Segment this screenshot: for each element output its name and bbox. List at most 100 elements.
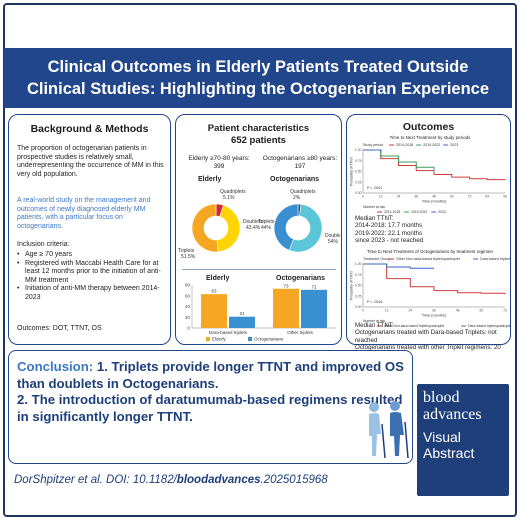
km-legend-label: Dara-based triplet/quadruplet [480,257,511,261]
background-para-2: A real-world study on the management and… [17,197,151,230]
km-y-tick: 0.75 [355,273,362,277]
patient-total: 652 patients [231,135,286,146]
bar-value-label: 73 [283,283,289,288]
km-y-tick: 1.00 [355,262,362,266]
km-risk-series: Other Non-dara-based triplet/quadruplet [384,324,444,328]
donut-slice-pct: 43.4% [246,225,261,231]
octo-count: 197 [294,163,306,170]
km-y-tick: 0.25 [355,294,362,298]
km-title: Time to Next Treatment by study periods [390,135,472,140]
background-heading: Background & Methods [30,123,149,135]
median-label: Median TTNT: [355,215,394,222]
logo-line-3: Visual [423,429,461,445]
donut-slice [191,203,219,253]
km-title: Time to Next Treatment of Octogenarians … [367,249,494,254]
km-x-tick: 72 [468,195,472,199]
donut-slice-pct: 54% [328,239,339,245]
median-line: since 2023 - not reached [355,237,424,245]
bar-value-label: 63 [211,289,217,294]
bar [301,289,327,328]
km-risk-label: Number at risk [363,205,385,209]
inclusion-list: Age ≥ 70 years Registered with Maccabi H… [17,251,167,303]
donut-slice-label: Triplets [178,248,195,254]
legend-label: Elderly [212,337,227,342]
outcomes-heading: Outcomes [402,121,455,133]
km-x-label: Time (months) [422,200,447,204]
km-x-tick: 36 [432,309,436,313]
title-line-1: Clinical Outcomes in Elderly Patients Tr… [47,58,469,76]
km-x-label: Time (months) [422,314,447,318]
citation-journal: bloodadvances [176,474,261,486]
bar [273,288,299,328]
citation-doi-tail: .2025015968 [260,474,328,486]
bar-group-title: Octogenarians [276,275,325,282]
title-banner: Clinical Outcomes in Elderly Patients Tr… [4,48,512,108]
legend-swatch [206,337,210,341]
journal-logo: blood advances Visual Abstract [417,384,509,496]
y-tick-label: 0 [187,326,190,331]
km-x-tick: 12 [385,309,389,313]
x-tick-label: Other triplets [287,330,314,335]
km-y-label: Probability of TTNT [350,271,354,300]
km-pvalue: P = .0016 [367,300,382,304]
y-tick-label: 60 [185,293,191,298]
km-risk-series: 2014-2018 [384,210,400,214]
km-x-tick: 0 [362,309,364,313]
y-tick-label: 20 [185,315,191,320]
conclusion-panel: Conclusion: 1. Triplets provide longer T… [8,350,413,464]
conclusion-point-1: 1. Triplets provide longer TTNT and impr… [17,359,404,391]
donut-slice [273,203,299,251]
km-x-tick: 0 [362,195,364,199]
background-para-1: The proportion of octogenarian patients … [17,145,164,178]
elderly-count: 399 [213,163,225,170]
km-risk-series: 2023 [438,210,446,214]
outcomes-list: Outcomes: DOT, TTNT, OS [17,325,102,332]
donut-slice [288,203,323,253]
inclusion-item: Age ≥ 70 years [17,251,167,260]
logo-line-4: Abstract [423,445,475,461]
km-legend-label: 2014-2018 [396,143,413,147]
bar [201,294,227,328]
bar-value-label: 21 [239,311,245,316]
ttnt-regimen-chart: Time to Next Treatment of Octogenarians … [350,249,512,328]
km-risk-label: Number at risk [363,319,385,323]
km-y-label: Probability of TTNT [350,157,354,186]
elderly-couple-illustration [369,401,409,459]
octo-count-block: Octogenarians ≥80 years: 197 [260,155,340,171]
km-legend-label: Other Non-dara-based triplet/quadruplet [396,257,460,261]
donut-slice-pct: 44% [261,225,272,231]
km-y-tick: 0.00 [355,191,362,195]
km-risk-series: Dara-based triplet/quadruplet [468,324,511,328]
km-legend-title: Treatment Group [363,257,390,261]
km-y-tick: 0.00 [355,305,362,309]
median-line: 2014-2018: 17.7 months [355,222,423,230]
km-x-tick: 48 [432,195,436,199]
inclusion-label: Inclusion criteria: [17,241,70,248]
donut-slice-label: Doublets [243,219,263,225]
donut-slice-label: Doublets [325,233,340,239]
patient-heading: Patient characteristics [207,123,310,134]
donut-title: Elderly [198,176,221,183]
inclusion-item: Initiation of anti-MM therapy between 20… [17,285,167,302]
conclusion-point-2: 2. The introduction of daratumumab-based… [17,392,403,424]
km-legend-label: 2023 [450,143,458,147]
elderly-count-block: Elderly ≥70-80 years: 399 [180,155,258,171]
conclusion-lead: Conclusion: [17,359,94,374]
median-ttnt-block-1: Median TTNT: 2014-2018: 17.7 months 2019… [355,215,507,245]
donut-slice-pct: 2% [293,195,301,201]
legend-label: Octogenarians [254,337,284,342]
bar [229,316,255,328]
patient-characteristics-panel: Patient characteristics 652 patients Eld… [175,114,342,345]
treatment-donut-charts: ElderlyQuadriplets5.1%Doublets43.4%Tripl… [178,176,340,260]
median-line: 2019-2022: 22.1 months [355,229,423,237]
km-curve [363,263,506,295]
median-label: Median TTNT: [355,322,394,329]
y-tick-label: 40 [185,304,191,309]
km-x-tick: 24 [408,309,412,313]
km-legend-label: 2019-2022 [423,143,440,147]
km-x-tick: 48 [456,309,460,313]
km-x-tick: 72 [503,309,507,313]
outcomes-panel: Outcomes Time to Next Treatment by study… [346,114,512,359]
divider [182,269,336,270]
km-y-tick: 0.50 [355,170,362,174]
